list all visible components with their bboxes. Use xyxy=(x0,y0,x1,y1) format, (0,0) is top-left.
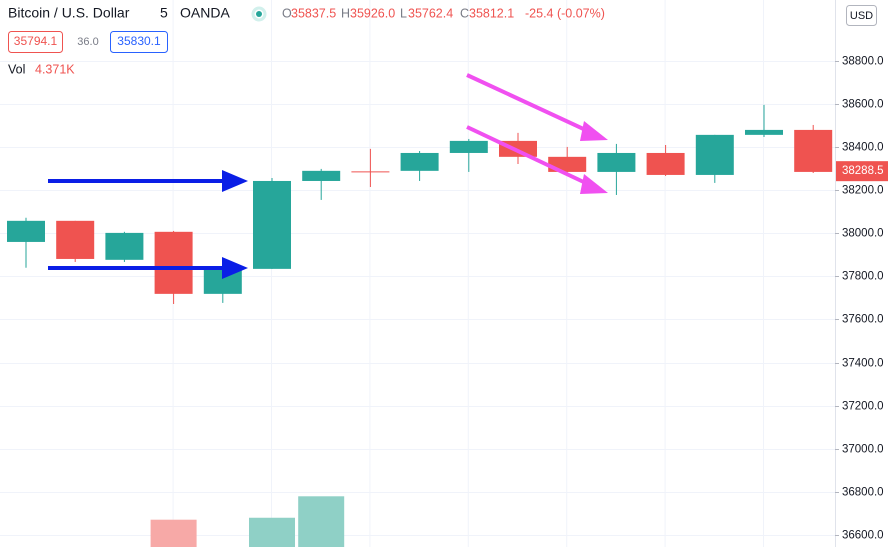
currency[interactable]: USD xyxy=(850,10,873,22)
candle-body xyxy=(7,220,45,242)
bid[interactable]: 35794.1 xyxy=(14,34,58,48)
ohlc-change: -25.4 (-0.07%) xyxy=(525,6,605,20)
arrow-head xyxy=(222,257,248,279)
candles xyxy=(7,104,833,304)
candle-body xyxy=(253,180,291,269)
ohlc-value: 35812.1 xyxy=(469,6,514,20)
volume-bar xyxy=(249,517,295,547)
spread: 36.0 xyxy=(77,36,98,48)
arrow-head xyxy=(222,170,248,192)
y-tick-label: 38400.0 xyxy=(842,142,884,154)
y-tick-label: 37000.0 xyxy=(842,444,884,456)
candle-body xyxy=(695,134,734,175)
ask[interactable]: 35830.1 xyxy=(117,34,161,48)
last-price: 38288.5 xyxy=(842,165,884,177)
ohlc-key: O xyxy=(282,6,292,20)
candle-body xyxy=(745,129,783,135)
bid-box[interactable] xyxy=(8,31,63,53)
y-tick-label: 37600.0 xyxy=(842,314,884,326)
y-tick-label: 38600.0 xyxy=(842,99,884,111)
volume-value: 4.371K xyxy=(35,62,75,76)
y-tick-label: 36800.0 xyxy=(842,487,884,499)
interval: 5 xyxy=(160,5,168,21)
candle-body xyxy=(400,152,439,171)
header: Bitcoin / U.S. Dollar 5 OANDA O 35837.5 … xyxy=(8,5,877,76)
ohlc-key: H xyxy=(341,6,350,20)
volume-bar xyxy=(150,519,197,547)
arrow-line xyxy=(466,73,591,134)
y-tick-label: 37400.0 xyxy=(842,358,884,370)
source: OANDA xyxy=(180,5,230,21)
y-tick-label: 37200.0 xyxy=(842,401,884,413)
volume-bar xyxy=(298,496,345,547)
status-dot-core xyxy=(256,11,262,17)
candle-body xyxy=(597,152,636,172)
currency-box[interactable] xyxy=(846,5,877,26)
volume-pane xyxy=(150,496,345,547)
candle-body xyxy=(646,152,685,175)
arrow-head xyxy=(580,121,608,141)
last-price-box xyxy=(836,161,888,182)
y-tick-label: 37800.0 xyxy=(842,271,884,283)
symbol-title: Bitcoin / U.S. Dollar xyxy=(8,5,130,21)
candle-body xyxy=(794,129,833,172)
candle-body xyxy=(105,232,144,260)
candle-body xyxy=(302,170,341,181)
ohlc-key: L xyxy=(400,6,407,20)
volume-label: Vol xyxy=(8,62,25,76)
annotations xyxy=(48,73,608,279)
candle-body xyxy=(56,220,95,259)
y-tick-label: 38000.0 xyxy=(842,228,884,240)
price-axis: 36600.0 36800.0 37000.0 37200.0 37400.0 37600… xyxy=(835,56,888,542)
ohlc-value: 35837.5 xyxy=(291,6,336,20)
y-tick-label: 38200.0 xyxy=(842,185,884,197)
y-tick-label: 36600.0 xyxy=(842,530,884,542)
ohlc-value: 35762.4 xyxy=(408,6,453,20)
ask-box[interactable] xyxy=(110,31,168,53)
candle-body xyxy=(449,140,488,153)
grid xyxy=(0,0,835,547)
y-tick-label: 38800.0 xyxy=(842,56,884,68)
arrow-line xyxy=(466,125,591,187)
arrow-head xyxy=(580,174,608,194)
ohlc-key: C xyxy=(460,6,469,20)
ohlc-value: 35926.0 xyxy=(350,6,395,20)
candle-body xyxy=(154,231,193,294)
